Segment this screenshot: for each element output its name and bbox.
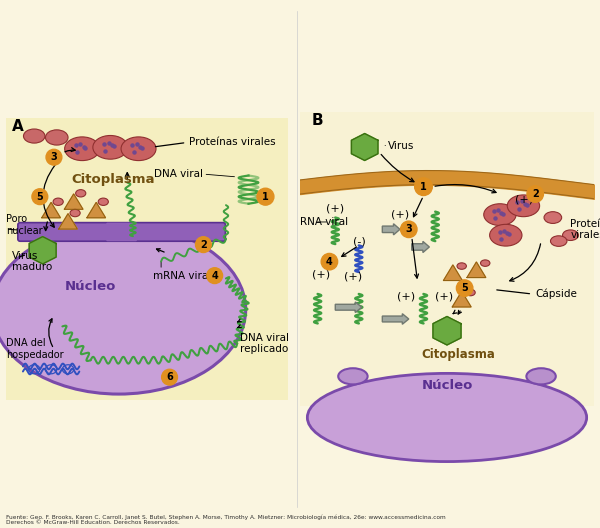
Ellipse shape: [544, 212, 562, 223]
FancyBboxPatch shape: [18, 223, 226, 241]
Text: (+): (+): [312, 270, 330, 280]
Ellipse shape: [507, 195, 539, 216]
Polygon shape: [433, 316, 461, 345]
Ellipse shape: [563, 230, 578, 240]
Ellipse shape: [93, 136, 128, 159]
Polygon shape: [87, 202, 106, 218]
Text: Virus
maduro: Virus maduro: [11, 251, 52, 272]
Ellipse shape: [23, 129, 45, 143]
Ellipse shape: [76, 190, 86, 197]
Text: Citoplasma: Citoplasma: [422, 348, 496, 361]
Text: 3: 3: [406, 224, 412, 234]
FancyArrow shape: [382, 224, 400, 235]
Text: Proteínas
virales: Proteínas virales: [571, 219, 600, 240]
Circle shape: [415, 178, 432, 195]
Circle shape: [457, 280, 473, 296]
Ellipse shape: [98, 198, 109, 205]
Text: Derechos © McGraw-Hill Education. Derechos Reservados.: Derechos © McGraw-Hill Education. Derech…: [6, 521, 180, 525]
Circle shape: [207, 268, 223, 284]
Text: Núcleo: Núcleo: [421, 379, 473, 392]
Ellipse shape: [46, 130, 68, 145]
Text: RNA viral: RNA viral: [300, 217, 348, 227]
Text: mRNA viral: mRNA viral: [152, 271, 211, 281]
Polygon shape: [443, 265, 462, 280]
Text: Núcleo: Núcleo: [65, 280, 116, 294]
Ellipse shape: [53, 198, 63, 205]
Text: (+): (+): [326, 204, 344, 214]
Text: DNA viral: DNA viral: [154, 169, 203, 179]
Polygon shape: [29, 237, 56, 264]
Text: 1: 1: [262, 192, 269, 202]
Polygon shape: [467, 262, 486, 278]
Text: 2: 2: [532, 189, 539, 199]
Text: (+): (+): [515, 195, 533, 205]
Text: (+): (+): [344, 271, 362, 281]
Text: Poro
nuclear: Poro nuclear: [6, 214, 43, 235]
Text: DNA del
hospedador: DNA del hospedador: [6, 338, 64, 360]
Ellipse shape: [526, 368, 556, 384]
FancyArrow shape: [382, 314, 409, 324]
Text: (-): (-): [353, 236, 365, 246]
Polygon shape: [452, 291, 471, 307]
Text: 3: 3: [50, 152, 58, 162]
Ellipse shape: [466, 289, 475, 296]
Text: 5: 5: [37, 192, 43, 202]
Text: 6: 6: [166, 372, 173, 382]
Circle shape: [321, 253, 338, 270]
Ellipse shape: [338, 368, 368, 384]
Ellipse shape: [121, 137, 156, 161]
Text: (+): (+): [391, 210, 409, 220]
Polygon shape: [59, 214, 77, 229]
Ellipse shape: [0, 225, 246, 394]
Circle shape: [46, 149, 62, 165]
Text: Citoplasma: Citoplasma: [71, 173, 155, 186]
Text: Proteínas virales: Proteínas virales: [190, 137, 276, 147]
Ellipse shape: [307, 373, 587, 461]
FancyArrow shape: [412, 241, 430, 252]
Ellipse shape: [65, 137, 100, 161]
Text: 4: 4: [211, 271, 218, 281]
Text: 4: 4: [326, 257, 333, 267]
Ellipse shape: [481, 260, 490, 266]
Text: (+): (+): [435, 292, 454, 302]
Text: Fuente: Geo. F. Brooks, Karen C. Carroll, Janet S. Butel, Stephen A. Morse, Timo: Fuente: Geo. F. Brooks, Karen C. Carroll…: [6, 515, 446, 520]
Text: 5: 5: [461, 283, 468, 293]
Polygon shape: [42, 202, 61, 218]
Ellipse shape: [550, 236, 567, 247]
Ellipse shape: [484, 204, 516, 225]
Text: 2: 2: [200, 240, 207, 250]
Text: B: B: [312, 113, 323, 128]
Circle shape: [257, 188, 274, 205]
Text: Cápside: Cápside: [535, 289, 577, 299]
Text: 1: 1: [420, 182, 427, 192]
FancyArrow shape: [335, 302, 362, 313]
Circle shape: [32, 189, 48, 204]
Circle shape: [196, 237, 211, 252]
Polygon shape: [352, 134, 378, 161]
Text: A: A: [11, 119, 23, 134]
Text: (+): (+): [397, 292, 415, 302]
Circle shape: [401, 221, 417, 238]
Ellipse shape: [490, 224, 522, 246]
Ellipse shape: [457, 263, 466, 269]
Text: Virus: Virus: [388, 140, 415, 150]
Polygon shape: [64, 194, 83, 209]
Circle shape: [527, 186, 544, 202]
Circle shape: [161, 369, 178, 385]
Text: DNA viral
replicado: DNA viral replicado: [240, 333, 289, 354]
Ellipse shape: [70, 210, 80, 216]
FancyBboxPatch shape: [106, 223, 137, 241]
